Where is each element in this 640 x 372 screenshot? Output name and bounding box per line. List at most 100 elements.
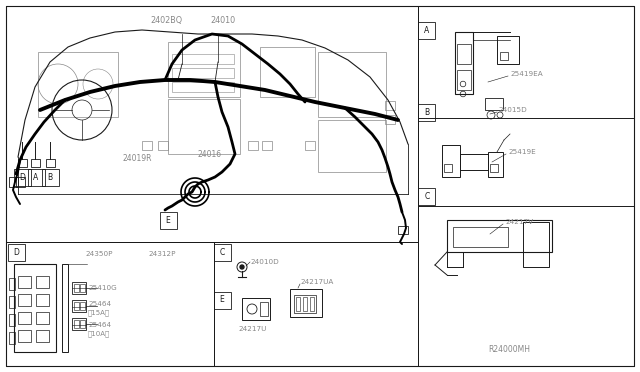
Bar xyxy=(248,141,258,150)
Bar xyxy=(18,276,31,288)
Bar xyxy=(72,282,86,294)
Bar xyxy=(385,115,395,124)
Bar xyxy=(13,169,31,186)
Circle shape xyxy=(240,265,244,269)
Bar xyxy=(172,82,234,92)
Bar xyxy=(385,101,395,110)
Bar xyxy=(42,169,58,186)
Bar xyxy=(28,169,45,186)
Bar xyxy=(31,159,40,167)
Bar xyxy=(260,47,315,97)
Bar xyxy=(296,297,300,311)
Bar xyxy=(36,312,49,324)
Bar xyxy=(214,292,230,308)
Bar xyxy=(16,177,25,187)
Bar xyxy=(9,332,15,344)
Bar xyxy=(260,302,268,316)
Text: 25419E: 25419E xyxy=(508,149,536,155)
Text: A: A xyxy=(424,26,429,35)
Text: E: E xyxy=(166,215,170,224)
Bar xyxy=(242,298,270,320)
Bar xyxy=(305,141,315,150)
Text: R24000MH: R24000MH xyxy=(488,346,530,355)
Text: 24016: 24016 xyxy=(198,150,222,158)
Text: 24019R: 24019R xyxy=(122,154,152,163)
Bar xyxy=(9,314,15,326)
Bar xyxy=(172,68,234,78)
Bar xyxy=(80,302,85,310)
Bar xyxy=(398,226,408,234)
Text: B: B xyxy=(47,173,52,182)
Bar xyxy=(460,154,488,170)
Bar xyxy=(453,227,508,247)
Bar xyxy=(318,120,386,172)
Text: 25419EA: 25419EA xyxy=(510,71,543,77)
Bar xyxy=(419,22,435,38)
Bar xyxy=(6,242,214,366)
Bar xyxy=(74,302,79,310)
Bar xyxy=(18,159,27,167)
Text: D: D xyxy=(19,173,25,182)
Bar xyxy=(419,187,435,205)
Text: 25464: 25464 xyxy=(88,301,111,307)
Text: 2402BQ: 2402BQ xyxy=(150,16,182,25)
Bar xyxy=(214,242,418,366)
Bar xyxy=(523,222,549,267)
Bar xyxy=(9,296,15,308)
Text: 25410G: 25410G xyxy=(88,285,116,291)
Text: B: B xyxy=(424,108,429,116)
Text: 〔15A〕: 〔15A〕 xyxy=(88,310,110,316)
Bar xyxy=(442,145,460,177)
Bar xyxy=(168,99,240,154)
Bar xyxy=(6,6,418,242)
Bar xyxy=(318,52,386,117)
Bar xyxy=(8,244,24,260)
Text: 24217UA: 24217UA xyxy=(300,279,333,285)
Bar xyxy=(74,284,79,292)
Bar xyxy=(158,141,168,150)
Bar xyxy=(172,54,234,64)
Bar xyxy=(18,312,31,324)
Text: 24015D: 24015D xyxy=(498,107,527,113)
Text: E: E xyxy=(220,295,225,305)
Text: 24217V: 24217V xyxy=(505,219,533,225)
Bar xyxy=(36,276,49,288)
Text: 25464: 25464 xyxy=(88,322,111,328)
Bar xyxy=(46,159,55,167)
Text: C: C xyxy=(424,192,429,201)
Bar xyxy=(488,152,503,177)
Bar xyxy=(419,103,435,121)
Bar xyxy=(457,70,471,90)
Text: C: C xyxy=(220,247,225,257)
Bar xyxy=(214,244,230,260)
Bar xyxy=(18,330,31,342)
Bar xyxy=(455,32,473,94)
Bar xyxy=(72,318,86,330)
Bar xyxy=(74,320,79,328)
Bar xyxy=(36,330,49,342)
Bar xyxy=(497,36,519,64)
Text: A: A xyxy=(33,173,38,182)
Bar xyxy=(447,220,552,252)
Text: 24010D: 24010D xyxy=(250,259,279,265)
Text: D: D xyxy=(13,247,19,257)
Bar xyxy=(9,177,18,187)
Bar xyxy=(290,289,322,317)
Bar xyxy=(418,6,634,366)
Bar xyxy=(500,52,508,60)
Text: 24312P: 24312P xyxy=(148,251,175,257)
Bar xyxy=(303,297,307,311)
Bar xyxy=(80,284,85,292)
Text: 〔10A〕: 〔10A〕 xyxy=(88,331,110,337)
Bar xyxy=(294,295,316,313)
Bar xyxy=(14,264,56,352)
Bar xyxy=(159,212,177,228)
Bar xyxy=(80,320,85,328)
Text: 24217U: 24217U xyxy=(238,326,266,332)
Bar xyxy=(18,294,31,306)
Bar xyxy=(490,164,498,172)
Bar xyxy=(310,297,314,311)
Bar xyxy=(444,164,452,172)
Bar xyxy=(142,141,152,150)
Bar xyxy=(38,52,118,117)
